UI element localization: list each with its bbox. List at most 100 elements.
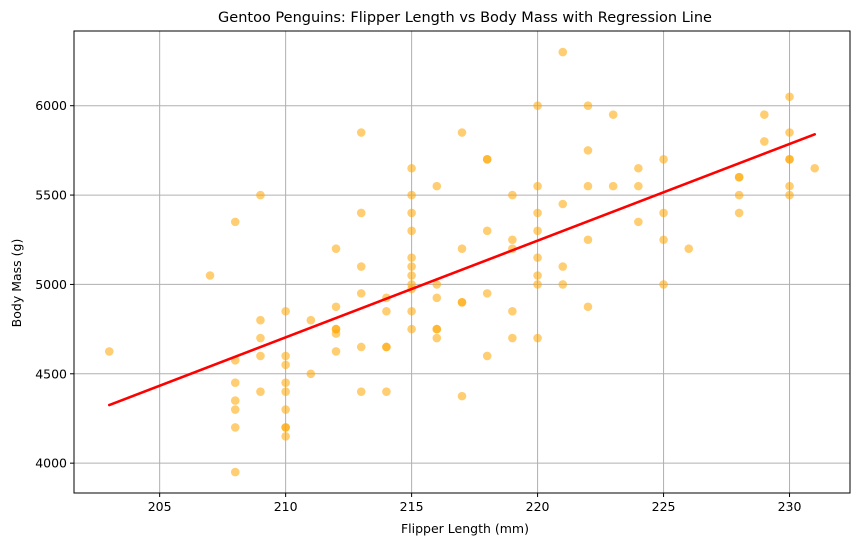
data-point xyxy=(230,405,240,414)
y-tick-label: 4500 xyxy=(35,366,67,381)
data-point xyxy=(432,333,442,343)
data-point xyxy=(356,342,366,352)
x-tick-label: 230 xyxy=(778,499,802,514)
data-point xyxy=(407,262,416,271)
data-point xyxy=(659,155,668,164)
data-point xyxy=(785,190,794,200)
x-tick-label: 225 xyxy=(652,499,676,514)
data-point xyxy=(356,262,366,271)
data-point xyxy=(608,181,618,191)
data-point xyxy=(734,190,744,200)
data-point xyxy=(432,280,442,289)
data-point xyxy=(508,306,517,316)
data-point xyxy=(230,378,240,388)
data-point xyxy=(281,360,290,370)
data-point xyxy=(356,128,366,137)
data-point xyxy=(608,110,618,119)
y-tick-label: 5000 xyxy=(35,277,67,292)
data-point xyxy=(256,333,265,343)
data-point xyxy=(659,235,668,245)
data-point xyxy=(785,181,794,191)
data-point xyxy=(230,423,240,432)
data-point xyxy=(407,306,416,316)
data-point xyxy=(734,208,744,218)
data-point xyxy=(205,271,215,280)
y-axis-ticks: 4000 4500 5000 5500 6000 xyxy=(35,98,74,471)
data-point xyxy=(482,289,492,298)
data-point xyxy=(104,347,114,356)
x-tick-label: 210 xyxy=(274,499,298,514)
data-point xyxy=(634,163,643,173)
data-point xyxy=(508,333,517,343)
data-point xyxy=(533,333,542,343)
data-point xyxy=(306,315,316,325)
data-point xyxy=(508,190,517,200)
data-point xyxy=(734,172,744,182)
data-point xyxy=(256,387,265,396)
data-point xyxy=(382,387,391,396)
data-point xyxy=(634,217,643,227)
data-point xyxy=(760,137,769,146)
data-point xyxy=(331,244,341,253)
data-point xyxy=(432,324,442,334)
data-point xyxy=(331,329,341,338)
data-point xyxy=(482,155,492,164)
y-tick-label: 5500 xyxy=(35,188,67,203)
data-point xyxy=(533,271,542,280)
regression-line xyxy=(107,133,817,407)
data-point xyxy=(382,342,391,352)
data-point xyxy=(331,347,341,356)
data-point xyxy=(331,302,341,312)
data-point xyxy=(407,271,416,280)
data-point xyxy=(407,324,416,334)
data-point xyxy=(583,101,593,111)
data-point xyxy=(356,387,366,396)
data-point xyxy=(533,181,542,191)
data-point xyxy=(281,306,290,316)
data-point xyxy=(230,467,240,477)
y-axis-label: Body Mass (g) xyxy=(9,239,24,328)
data-point xyxy=(533,280,542,289)
data-point xyxy=(533,208,542,218)
x-axis-label: Flipper Length (mm) xyxy=(401,521,529,536)
data-point xyxy=(356,208,366,218)
data-point xyxy=(457,128,467,137)
data-point xyxy=(457,298,467,307)
data-point xyxy=(760,110,769,119)
data-point xyxy=(382,306,391,316)
data-point xyxy=(407,163,416,173)
data-point xyxy=(281,423,290,432)
data-point xyxy=(281,351,290,361)
data-point xyxy=(281,387,290,396)
data-point xyxy=(256,315,265,325)
data-point xyxy=(457,391,467,401)
data-point xyxy=(634,181,643,191)
data-point xyxy=(583,181,593,191)
data-point xyxy=(407,190,416,200)
data-point xyxy=(482,226,492,236)
data-point xyxy=(583,146,593,155)
data-point xyxy=(785,92,794,102)
data-point xyxy=(457,244,467,253)
data-point xyxy=(407,253,416,262)
data-point xyxy=(407,226,416,236)
x-axis-ticks: 205 210 215 220 225 230 xyxy=(148,493,802,514)
data-point xyxy=(482,351,492,361)
data-point xyxy=(558,199,568,209)
x-tick-label: 215 xyxy=(400,499,424,514)
data-point xyxy=(281,378,290,388)
data-point xyxy=(684,244,694,253)
data-point xyxy=(230,217,240,227)
data-point xyxy=(533,253,542,262)
data-point xyxy=(558,262,568,271)
data-point xyxy=(558,280,568,289)
data-point xyxy=(407,208,416,218)
data-point xyxy=(533,101,542,111)
data-point xyxy=(785,155,794,164)
grid xyxy=(74,31,850,493)
data-points xyxy=(104,47,820,477)
data-point xyxy=(256,190,265,200)
data-point xyxy=(810,163,820,173)
